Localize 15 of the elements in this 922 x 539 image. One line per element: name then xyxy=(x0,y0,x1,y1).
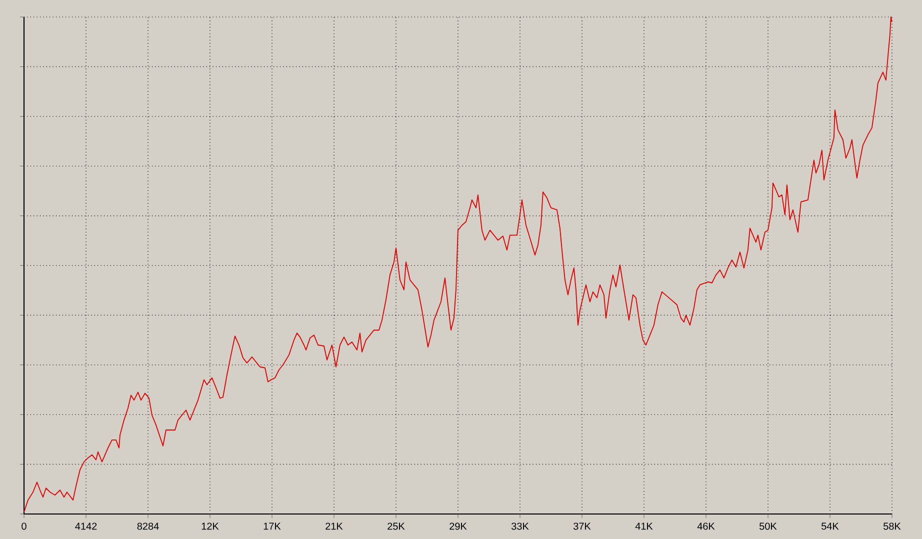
x-tick-label: 8284 xyxy=(137,522,159,530)
x-tick-label: 33K xyxy=(511,522,529,530)
x-tick-label: 12K xyxy=(202,522,219,530)
x-tick-label: 41K xyxy=(635,522,653,530)
x-tick-label: 29K xyxy=(450,522,467,530)
x-tick-label: 50K xyxy=(760,522,777,530)
x-tick-label: 17K xyxy=(264,522,281,530)
x-tick-label: 54K xyxy=(822,522,839,530)
x-tick-label: 4142 xyxy=(75,522,97,530)
x-tick-label: 46K xyxy=(697,522,715,530)
x-tick-label: 58K xyxy=(884,522,901,530)
x-tick-label: 37K xyxy=(573,522,591,530)
x-tick-label: 0 xyxy=(22,522,26,530)
x-tick-label: 25K xyxy=(388,522,405,530)
x-tick-label: 21K xyxy=(326,522,343,530)
